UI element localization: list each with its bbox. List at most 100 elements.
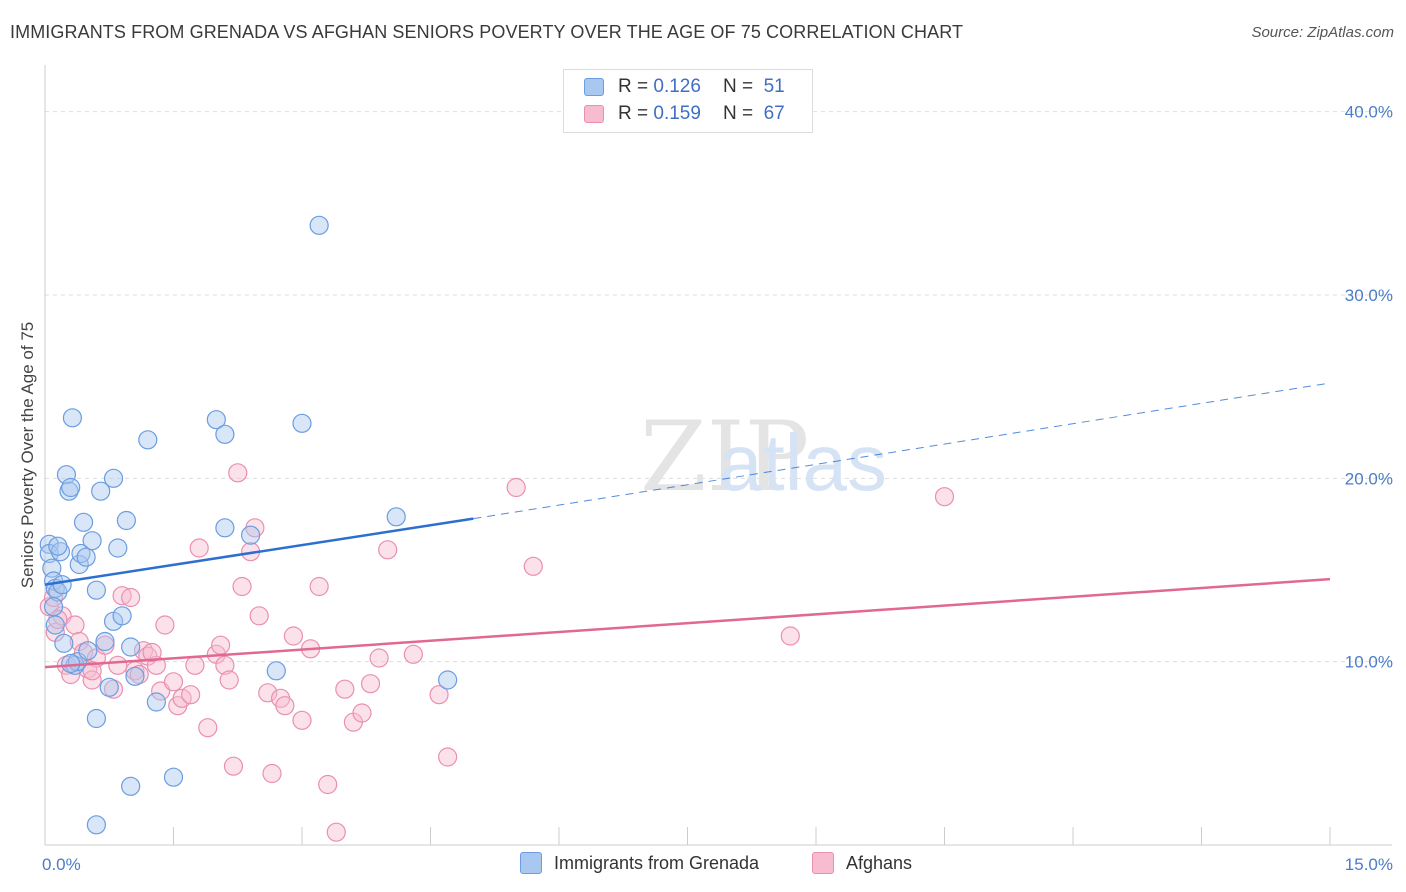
grenada-point	[309, 215, 329, 235]
afghans-point	[198, 718, 218, 738]
afghans-point	[780, 626, 800, 646]
afghans-point	[352, 703, 372, 723]
afghans-point	[318, 774, 338, 795]
afghans-point	[326, 822, 346, 842]
afghans-point	[262, 763, 282, 784]
grenada-point	[125, 666, 145, 686]
afghans-point	[369, 648, 389, 668]
grenada-point	[241, 525, 261, 545]
afghans-point	[155, 615, 175, 635]
grenada-point	[146, 692, 166, 712]
n-value: 67	[763, 103, 785, 124]
afghans-point	[335, 679, 355, 699]
y-tick-label: 30.0%	[1345, 286, 1393, 305]
grenada-point	[54, 633, 74, 653]
grenada-point	[48, 536, 68, 556]
afghans-trend-line	[44, 577, 1331, 669]
afghans-point	[142, 642, 162, 663]
afghans-point	[121, 587, 141, 608]
legend-item-grenada: Immigrants from Grenada	[520, 852, 759, 874]
grenada-swatch	[520, 852, 542, 874]
grenada-point	[292, 413, 312, 433]
grenada-points	[39, 215, 458, 835]
grenada-point	[45, 615, 65, 635]
grenada-point	[215, 424, 235, 444]
grenada-point	[138, 430, 158, 450]
afghans-point	[223, 756, 244, 776]
legend-label-afghans: Afghans	[846, 852, 913, 873]
grenada-point	[71, 543, 91, 564]
afghans-point	[189, 538, 209, 558]
grenada-point	[86, 708, 107, 729]
y-tick-label: 40.0%	[1345, 103, 1393, 122]
afghans-point	[309, 576, 329, 597]
afghans-point	[403, 644, 423, 664]
afghans-point	[506, 477, 526, 498]
legend-item-afghans: Afghans	[812, 852, 912, 874]
grenada-point	[73, 512, 94, 532]
trend-lines	[44, 382, 1331, 669]
grenada-point	[163, 767, 184, 787]
grenada-point	[116, 510, 136, 531]
grenada-point	[108, 538, 128, 558]
grenada-point	[86, 580, 107, 600]
grenada-point	[206, 410, 226, 430]
grenada-point	[266, 661, 286, 681]
afghans-point	[283, 626, 304, 646]
afghans-point	[82, 661, 102, 681]
afghans-point	[65, 615, 85, 635]
r-label: R =	[618, 103, 649, 124]
afghans-point	[378, 540, 398, 560]
grenada-point	[91, 481, 111, 501]
grenada-point	[82, 531, 102, 551]
afghans-point	[232, 576, 252, 597]
legend-label-grenada: Immigrants from Grenada	[554, 852, 760, 873]
afghans-point	[108, 655, 128, 675]
grenada-point	[121, 637, 141, 657]
grenada-point	[99, 677, 119, 697]
x-tick-label-max: 15.0%	[1345, 855, 1393, 874]
grenada-point	[61, 653, 81, 674]
grenada-point	[103, 468, 124, 488]
watermark-zip: ZIP	[640, 401, 809, 513]
grenada-point	[386, 507, 406, 527]
grenada-point	[76, 547, 96, 567]
grenada-point	[112, 606, 132, 626]
afghans-point	[228, 463, 248, 483]
grenada-trend-extension	[473, 382, 1331, 520]
afghans-swatch	[584, 105, 604, 123]
grenada-point	[56, 465, 77, 485]
r-label: R =	[618, 76, 649, 97]
grenada-swatch	[584, 78, 604, 96]
grenada-point	[95, 631, 115, 652]
afghans-point	[523, 556, 543, 576]
grenada-point	[43, 597, 64, 617]
afghans-point	[360, 674, 381, 694]
afghans-point	[934, 487, 955, 507]
tick-labels: 10.0% 20.0% 30.0% 40.0% 0.0% 15.0%	[42, 103, 1393, 874]
afghans-point	[275, 696, 295, 716]
afghans-point	[163, 672, 184, 692]
afghans-point	[185, 655, 205, 675]
grenada-trend-line	[44, 517, 474, 586]
n-label: N =	[722, 103, 754, 124]
afghans-swatch	[812, 852, 834, 874]
grenada-point	[62, 408, 83, 428]
y-tick-label: 20.0%	[1345, 469, 1393, 488]
stats-legend: R = 0.126 N = 51 R = 0.159 N = 67	[563, 69, 813, 133]
grid-lines	[45, 111, 1392, 663]
y-tick-label: 10.0%	[1345, 653, 1393, 672]
grenada-point	[121, 776, 141, 796]
afghans-point	[181, 685, 201, 705]
grenada-point	[52, 575, 72, 595]
legend-row-afghans: R = 0.159 N = 67	[584, 102, 785, 126]
afghans-point	[429, 685, 449, 705]
grenada-point	[78, 641, 98, 661]
legend-row-grenada: R = 0.126 N = 51	[584, 75, 785, 99]
grenada-point	[438, 670, 458, 690]
grenada-point	[61, 477, 81, 498]
afghans-point	[215, 655, 235, 675]
x-tick-label-min: 0.0%	[42, 855, 81, 874]
axes	[44, 65, 1392, 846]
